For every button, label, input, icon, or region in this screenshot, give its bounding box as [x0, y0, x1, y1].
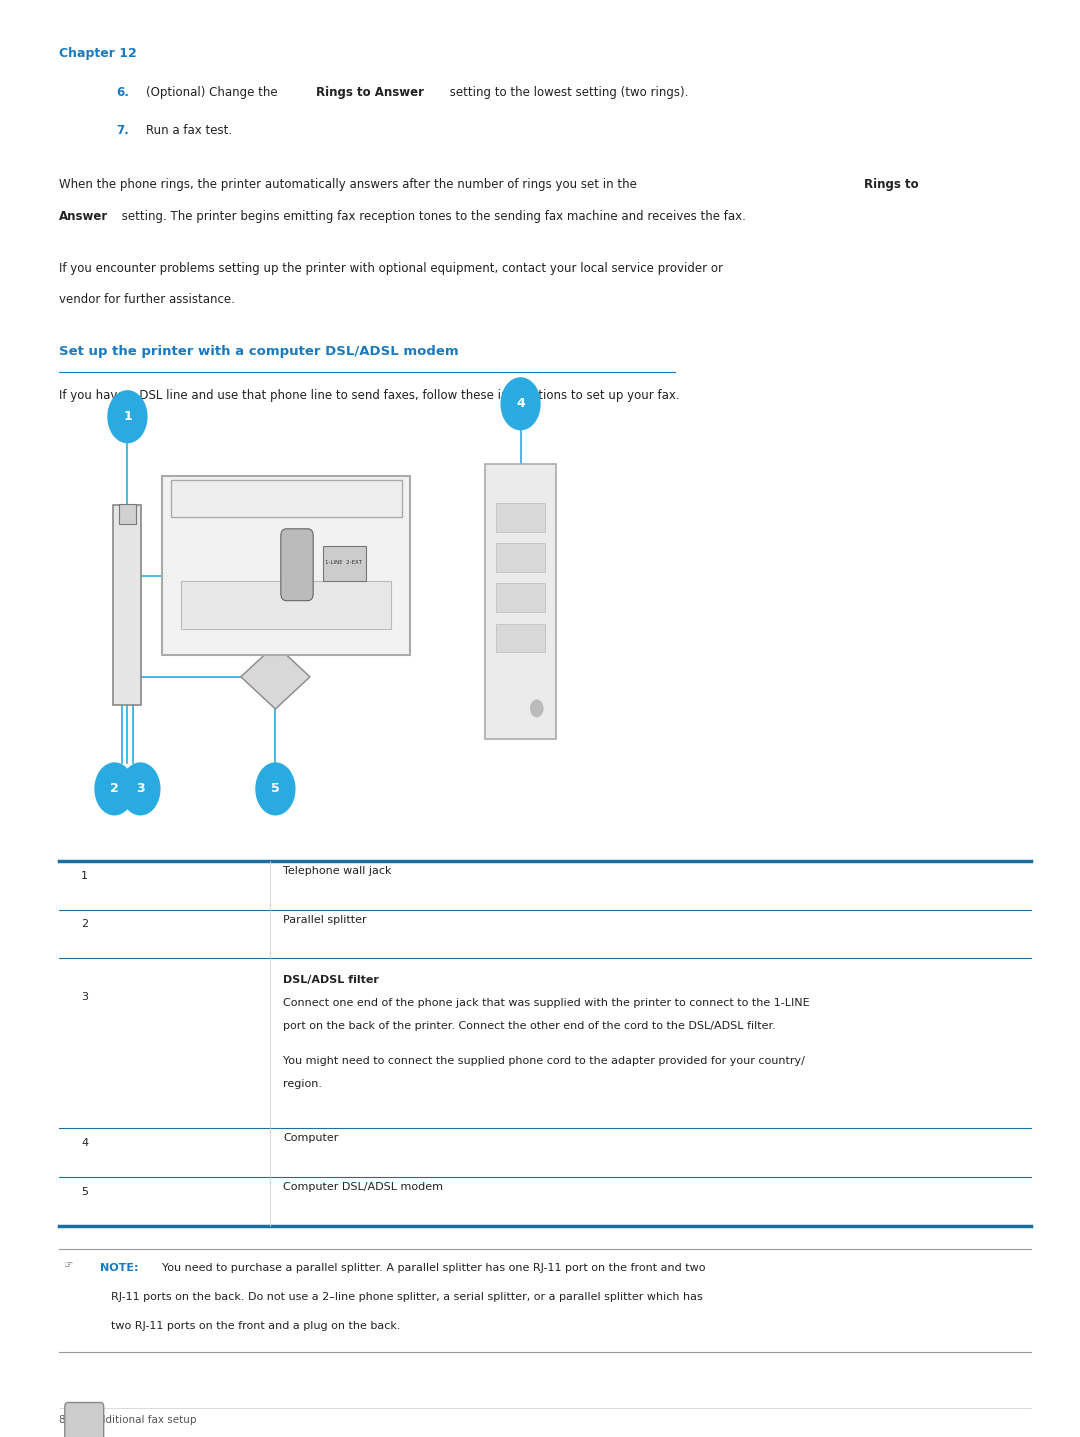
Text: setting to the lowest setting (two rings).: setting to the lowest setting (two rings…: [446, 86, 688, 99]
Circle shape: [256, 763, 295, 815]
Text: 3: 3: [81, 993, 87, 1003]
Text: vendor for further assistance.: vendor for further assistance.: [59, 293, 235, 306]
Text: Rings to Answer: Rings to Answer: [316, 86, 424, 99]
Circle shape: [95, 763, 134, 815]
FancyBboxPatch shape: [496, 503, 545, 532]
Text: two RJ-11 ports on the front and a plug on the back.: two RJ-11 ports on the front and a plug …: [111, 1321, 401, 1331]
Text: ☞: ☞: [63, 1260, 72, 1270]
FancyBboxPatch shape: [162, 476, 410, 655]
Text: 7.: 7.: [117, 124, 130, 137]
FancyBboxPatch shape: [171, 480, 402, 517]
FancyBboxPatch shape: [113, 506, 141, 706]
Text: 1: 1: [81, 871, 87, 881]
Text: 86      Additional fax setup: 86 Additional fax setup: [59, 1415, 197, 1426]
Text: region.: region.: [283, 1079, 322, 1089]
Text: Parallel splitter: Parallel splitter: [283, 914, 366, 924]
FancyBboxPatch shape: [496, 583, 545, 612]
FancyBboxPatch shape: [65, 1403, 104, 1437]
Text: Computer: Computer: [283, 1132, 338, 1142]
Text: Run a fax test.: Run a fax test.: [146, 124, 232, 137]
Text: 2: 2: [110, 782, 119, 796]
FancyBboxPatch shape: [496, 624, 545, 652]
Text: 3: 3: [136, 782, 145, 796]
Polygon shape: [241, 645, 310, 708]
Text: 1-LINE  2-EXT: 1-LINE 2-EXT: [325, 560, 362, 565]
Circle shape: [501, 378, 540, 430]
Text: 5: 5: [271, 782, 280, 796]
Text: Set up the printer with a computer DSL/ADSL modem: Set up the printer with a computer DSL/A…: [59, 345, 459, 358]
Text: Chapter 12: Chapter 12: [59, 47, 137, 60]
Text: You might need to connect the supplied phone cord to the adapter provided for yo: You might need to connect the supplied p…: [283, 1056, 805, 1066]
Text: DSL/ADSL filter: DSL/ADSL filter: [283, 976, 379, 986]
Text: 4: 4: [81, 1138, 89, 1148]
FancyBboxPatch shape: [496, 543, 545, 572]
Text: If you have a DSL line and use that phone line to send faxes, follow these instr: If you have a DSL line and use that phon…: [59, 389, 680, 402]
Text: RJ-11 ports on the back. Do not use a 2–line phone splitter, a serial splitter, : RJ-11 ports on the back. Do not use a 2–…: [111, 1292, 703, 1302]
Text: 6.: 6.: [117, 86, 130, 99]
Circle shape: [108, 391, 147, 443]
Text: If you encounter problems setting up the printer with optional equipment, contac: If you encounter problems setting up the…: [59, 262, 724, 274]
FancyBboxPatch shape: [174, 542, 211, 612]
Text: setting. The printer begins emitting fax reception tones to the sending fax mach: setting. The printer begins emitting fax…: [118, 210, 745, 223]
Text: 5: 5: [81, 1187, 87, 1197]
Text: NOTE:: NOTE:: [100, 1263, 139, 1273]
Text: Computer DSL/ADSL modem: Computer DSL/ADSL modem: [283, 1181, 443, 1191]
Text: When the phone rings, the printer automatically answers after the number of ring: When the phone rings, the printer automa…: [59, 178, 642, 191]
Text: 1: 1: [123, 410, 132, 424]
FancyBboxPatch shape: [485, 464, 556, 739]
Text: 4: 4: [516, 397, 525, 411]
Text: Connect one end of the phone jack that was supplied with the printer to connect : Connect one end of the phone jack that w…: [283, 999, 810, 1009]
Text: You need to purchase a parallel splitter. A parallel splitter has one RJ-11 port: You need to purchase a parallel splitter…: [162, 1263, 705, 1273]
FancyBboxPatch shape: [323, 546, 366, 581]
Text: Rings to: Rings to: [864, 178, 919, 191]
Circle shape: [530, 700, 543, 717]
Text: 2: 2: [81, 920, 89, 930]
Text: port on the back of the printer. Connect the other end of the cord to the DSL/AD: port on the back of the printer. Connect…: [283, 1022, 775, 1032]
FancyBboxPatch shape: [181, 581, 391, 629]
FancyBboxPatch shape: [119, 504, 136, 525]
FancyBboxPatch shape: [281, 529, 313, 601]
Circle shape: [121, 763, 160, 815]
Text: Answer: Answer: [59, 210, 109, 223]
Text: (Optional) Change the: (Optional) Change the: [146, 86, 281, 99]
Text: Telephone wall jack: Telephone wall jack: [283, 865, 391, 875]
